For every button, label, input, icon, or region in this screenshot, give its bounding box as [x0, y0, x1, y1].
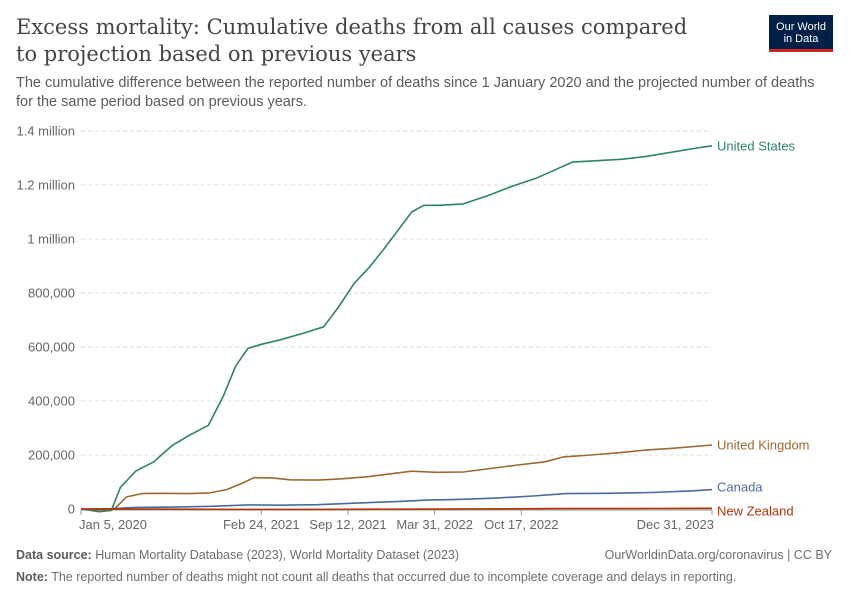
- x-tick-label: Jan 5, 2020: [79, 517, 147, 532]
- series-line[interactable]: [80, 145, 713, 513]
- series-label[interactable]: New Zealand: [717, 503, 794, 518]
- chart-title: Excess mortality: Cumulative deaths from…: [16, 15, 688, 66]
- note-text: The reported number of deaths might not …: [51, 570, 737, 584]
- y-tick-label: 1 million: [27, 232, 75, 247]
- footnote: Note: The reported number of deaths migh…: [16, 570, 736, 584]
- y-tick-label: 600,000: [28, 340, 75, 355]
- y-tick-label: 1.2 million: [16, 178, 75, 193]
- y-tick-label: 1.4 million: [16, 124, 75, 139]
- x-tick-label: Feb 24, 2021: [223, 517, 300, 532]
- x-axis-ticks: Jan 5, 2020 Feb 24, 2021 Sep 12, 2021 Mar 3…: [79, 509, 714, 532]
- logo-line2: in Data: [783, 33, 819, 45]
- data-source-label: Data source:: [16, 548, 92, 562]
- owid-logo[interactable]: Our World in Data: [769, 15, 833, 52]
- x-tick-label: Sep 12, 2021: [309, 517, 386, 532]
- y-tick-label: 800,000: [28, 286, 75, 301]
- series-lines: [80, 145, 713, 513]
- x-tick-label: Mar 31, 2022: [396, 517, 473, 532]
- series-label[interactable]: United States: [717, 138, 796, 153]
- x-tick-label: Oct 17, 2022: [484, 517, 558, 532]
- logo-line1: Our World: [776, 21, 826, 33]
- series-line[interactable]: [80, 507, 713, 511]
- note-label: Note:: [16, 570, 48, 584]
- series-label[interactable]: United Kingdom: [717, 438, 810, 453]
- series-labels: United States United Kingdom Canada New Zea…: [717, 138, 810, 518]
- source-url-link[interactable]: OurWorldinData.org/coronavirus | CC BY: [604, 548, 832, 562]
- y-tick-label: 200,000: [28, 448, 75, 463]
- data-source: Data source: Human Mortality Database (2…: [16, 548, 459, 562]
- x-tick-label: Dec 31, 2023: [637, 517, 714, 532]
- data-source-text: Human Mortality Database (2023), World M…: [95, 548, 460, 562]
- series-line[interactable]: [80, 488, 713, 510]
- chart-subtitle: The cumulative difference between the re…: [16, 75, 815, 110]
- y-tick-label: 0: [68, 502, 75, 517]
- y-tick-label: 400,000: [28, 394, 75, 409]
- y-axis-ticks: 0 200,000 400,000 600,000 800,000 1 million 1.…: [16, 124, 75, 517]
- series-line[interactable]: [80, 444, 713, 511]
- series-label[interactable]: Canada: [717, 480, 763, 495]
